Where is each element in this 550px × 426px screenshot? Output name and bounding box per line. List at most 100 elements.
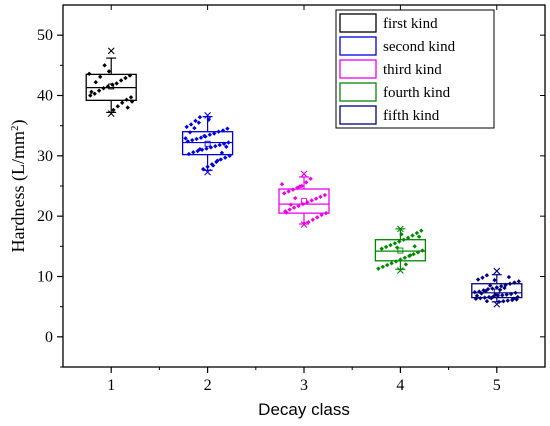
- data-point: [412, 244, 417, 249]
- data-point: [215, 158, 220, 163]
- data-point: [494, 285, 499, 290]
- x-axis-label: Decay class: [258, 400, 350, 419]
- legend-swatch: [339, 105, 377, 125]
- data-point: [295, 185, 300, 191]
- legend-swatch: [339, 82, 377, 102]
- data-point: [88, 93, 93, 98]
- data-point: [308, 176, 313, 181]
- data-point: [489, 296, 494, 301]
- data-point: [283, 209, 288, 214]
- data-point: [388, 242, 393, 248]
- data-point: [379, 246, 384, 251]
- box-group: [374, 225, 427, 274]
- data-point: [383, 244, 389, 250]
- data-point: [287, 207, 292, 212]
- data-point: [313, 196, 319, 201]
- data-point: [510, 297, 515, 303]
- y-tick-label: 40: [37, 88, 53, 105]
- data-point: [193, 118, 198, 124]
- extreme-marker: [493, 267, 501, 275]
- data-point: [98, 74, 103, 79]
- data-point: [511, 296, 516, 302]
- data-point: [493, 292, 498, 297]
- box: [471, 283, 523, 299]
- data-point: [226, 140, 231, 145]
- data-point: [472, 289, 477, 295]
- data-point: [286, 189, 291, 194]
- data-point: [219, 150, 225, 156]
- data-point: [306, 220, 311, 225]
- data-point: [291, 205, 297, 210]
- data-point: [115, 104, 120, 109]
- y-tick-label: 30: [37, 148, 53, 165]
- data-point: [483, 288, 488, 294]
- data-point: [488, 283, 493, 288]
- data-point: [482, 295, 487, 300]
- data-point: [227, 153, 232, 159]
- data-point: [196, 120, 201, 125]
- chart-axes: 0 10 20 30 40 50 1 2 3 4 5: [37, 5, 545, 394]
- data-point: [389, 261, 394, 266]
- data-point: [392, 241, 398, 246]
- legend-frame: [335, 9, 495, 129]
- data-point: [414, 230, 420, 236]
- data-point: [124, 97, 129, 102]
- y-axis-label: Hardness (L/mm2): [8, 120, 29, 253]
- data-point: [516, 279, 521, 284]
- data-point: [190, 137, 195, 143]
- data-point: [500, 293, 505, 298]
- data-point: [505, 298, 510, 303]
- data-point: [405, 235, 411, 241]
- data-point: [185, 139, 190, 144]
- data-point: [110, 82, 115, 87]
- data-point: [323, 210, 329, 216]
- data-point: [183, 136, 188, 141]
- data-point: [420, 248, 425, 253]
- legend-label: first kind: [383, 16, 438, 32]
- data-point: [224, 144, 229, 149]
- data-point: [474, 293, 480, 299]
- data-point: [101, 86, 106, 91]
- data-point: [212, 131, 217, 136]
- extreme-marker: [204, 112, 211, 119]
- data-point: [501, 299, 506, 304]
- data-point: [508, 291, 514, 297]
- data-point: [499, 283, 504, 289]
- data-point: [284, 210, 289, 215]
- data-point: [496, 299, 502, 305]
- data-point: [393, 259, 399, 264]
- data-point: [223, 155, 228, 160]
- box-group: [278, 170, 330, 229]
- data-point: [220, 128, 226, 133]
- data-point: [206, 117, 211, 122]
- data-point: [92, 91, 97, 96]
- data-point: [217, 142, 222, 148]
- data-point: [209, 162, 215, 167]
- data-point: [513, 290, 518, 295]
- legend-label: fifth kind: [383, 108, 440, 124]
- x-tick-label: 1: [107, 377, 115, 394]
- data-point: [490, 286, 495, 291]
- box: [181, 131, 234, 156]
- y-tick-label: 0: [45, 329, 53, 346]
- data-point: [191, 150, 196, 155]
- data-point: [125, 105, 130, 110]
- data-point: [305, 200, 310, 205]
- data-point: [309, 198, 314, 203]
- data-point: [484, 299, 490, 304]
- data-point: [322, 192, 328, 198]
- data-point: [411, 251, 416, 257]
- data-point: [504, 292, 509, 297]
- data-point: [288, 202, 293, 207]
- data-point: [492, 277, 497, 283]
- box-group: [181, 112, 234, 176]
- data-point: [111, 107, 116, 113]
- data-point: [401, 237, 406, 242]
- data-point: [408, 253, 413, 258]
- data-point: [300, 201, 306, 207]
- data-point: [225, 126, 230, 131]
- box-group: [471, 267, 523, 308]
- box-group: [85, 47, 137, 117]
- mean-marker: [204, 140, 211, 147]
